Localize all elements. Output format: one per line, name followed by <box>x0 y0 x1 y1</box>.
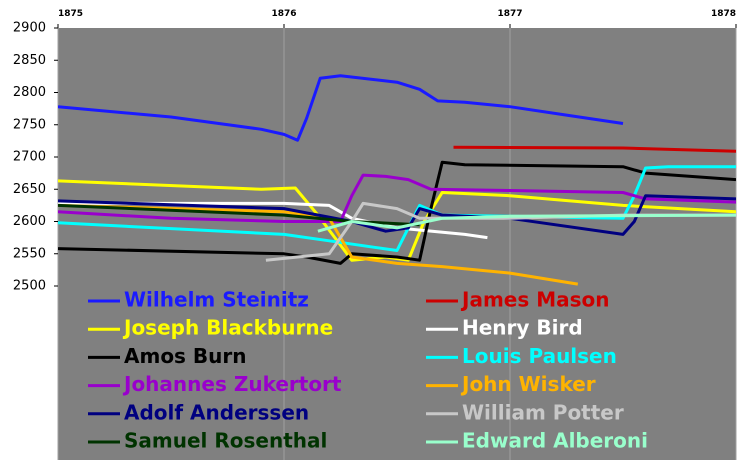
series-line <box>317 213 736 233</box>
series-line <box>58 74 624 142</box>
x-tick-label: 1876 <box>271 9 296 19</box>
y-tick-label: 2750 <box>13 117 46 132</box>
y-tick-label: 2650 <box>13 182 46 197</box>
legend-label: Samuel Rosenthal <box>124 429 327 453</box>
legend-label: James Mason <box>460 288 610 312</box>
legend-label: Wilhelm Steinitz <box>124 288 309 312</box>
lines <box>58 74 736 286</box>
legend-label: Johannes Zukertort <box>122 372 342 396</box>
y-tick-label: 2500 <box>13 279 46 294</box>
legend-label: Amos Burn <box>124 344 247 368</box>
series-line <box>453 145 736 153</box>
y-tick-label: 2800 <box>13 85 46 100</box>
y-tick-label: 2600 <box>13 214 46 229</box>
series-line <box>58 179 736 262</box>
series-line <box>58 203 579 286</box>
legend-label: Adolf Anderssen <box>124 400 309 424</box>
series-line <box>58 203 420 227</box>
plot-area <box>58 28 736 460</box>
legend-label: John Wisker <box>460 372 596 396</box>
x-tick-label: 1878 <box>711 9 736 19</box>
y-tick-label: 2550 <box>13 246 46 261</box>
y-tick-label: 2700 <box>13 150 46 165</box>
series-line <box>58 201 488 240</box>
y-tick-label: 2850 <box>13 53 46 68</box>
legend-label: William Potter <box>462 400 624 424</box>
legend-label: Joseph Blackburne <box>122 316 333 340</box>
grid <box>57 28 737 460</box>
legend-label: Henry Bird <box>462 316 583 340</box>
series-line <box>58 173 736 223</box>
legend-label: Louis Paulsen <box>462 344 617 368</box>
x-tick-label: 1875 <box>58 9 83 19</box>
x-tick-label: 1877 <box>497 9 522 19</box>
y-tick-label: 2900 <box>13 21 46 36</box>
labels: 1875 1876 1877 1878 2500 2550 2600 2650 2700 2750… <box>13 9 737 453</box>
legend-label: Edward Alberoni <box>462 429 648 453</box>
